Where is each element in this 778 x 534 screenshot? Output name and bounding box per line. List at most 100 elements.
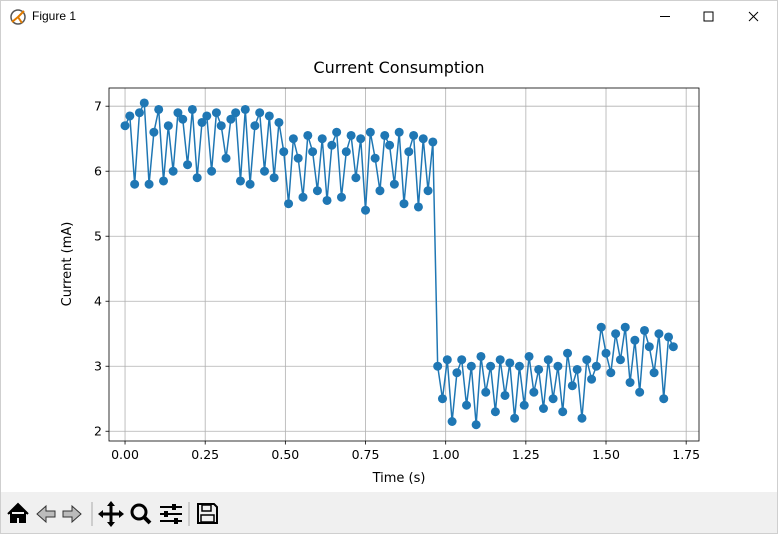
data-point xyxy=(649,368,659,378)
save-button[interactable] xyxy=(194,500,220,526)
home-button[interactable] xyxy=(5,500,31,526)
minimize-button[interactable] xyxy=(643,1,685,32)
data-point xyxy=(211,108,221,118)
data-point xyxy=(284,199,294,209)
data-point xyxy=(192,173,202,183)
data-point xyxy=(524,351,534,361)
toolbar-icons xyxy=(5,500,220,527)
data-point xyxy=(183,160,193,170)
data-point xyxy=(202,111,212,121)
data-point xyxy=(433,361,443,371)
chart: Current Consumption Time (s) Current (mA… xyxy=(60,58,700,486)
data-point xyxy=(231,108,241,118)
data-point xyxy=(668,342,678,352)
data-point xyxy=(207,166,217,176)
data-point xyxy=(553,361,563,371)
chart-title: Current Consumption xyxy=(313,58,484,77)
data-point xyxy=(639,325,649,335)
data-point xyxy=(235,176,245,186)
data-point xyxy=(375,186,385,196)
data-point xyxy=(264,111,274,121)
data-point xyxy=(582,355,592,365)
data-point xyxy=(466,361,476,371)
data-point xyxy=(563,348,573,358)
data-point xyxy=(163,121,173,131)
x-tick-label: 1.00 xyxy=(432,447,460,462)
data-point xyxy=(476,351,486,361)
data-point xyxy=(370,153,380,163)
window-title: Figure 1 xyxy=(32,9,77,23)
data-point xyxy=(351,173,361,183)
data-point xyxy=(596,322,606,332)
data-point xyxy=(625,377,635,387)
forward-button[interactable] xyxy=(59,500,85,526)
data-point xyxy=(173,108,183,118)
data-point xyxy=(154,104,164,114)
data-point xyxy=(587,374,597,384)
x-tick-label: 0.75 xyxy=(352,447,380,462)
data-point xyxy=(197,117,207,127)
y-tick-label: 2 xyxy=(94,424,102,439)
data-point xyxy=(260,166,270,176)
y-tick-label: 6 xyxy=(94,164,102,179)
close-button[interactable] xyxy=(731,1,777,32)
y-tick-label: 7 xyxy=(94,99,102,114)
data-point xyxy=(240,104,250,114)
data-point xyxy=(250,121,260,131)
data-point xyxy=(529,387,539,397)
data-point xyxy=(486,361,496,371)
app-icon xyxy=(10,9,26,25)
data-point xyxy=(308,147,318,157)
x-tick-label: 1.25 xyxy=(512,447,540,462)
data-point xyxy=(216,121,226,131)
data-point xyxy=(558,407,568,417)
data-point xyxy=(288,134,298,144)
data-point xyxy=(159,176,169,186)
plot-frame xyxy=(108,87,700,442)
y-tick-label: 4 xyxy=(94,294,102,309)
maximize-button[interactable] xyxy=(687,1,729,32)
data-point xyxy=(510,413,520,423)
data-point xyxy=(500,390,510,400)
data-point xyxy=(615,355,625,365)
data-point xyxy=(187,104,197,114)
data-point xyxy=(428,137,438,147)
data-point xyxy=(327,140,337,150)
data-point xyxy=(389,179,399,189)
data-point xyxy=(418,134,428,144)
configure-button[interactable] xyxy=(157,500,183,526)
x-tick-label: 1.50 xyxy=(592,447,620,462)
data-point xyxy=(577,413,587,423)
data-point xyxy=(312,186,322,196)
y-tick-label: 5 xyxy=(94,229,102,244)
data-point xyxy=(611,329,621,339)
data-point xyxy=(457,355,467,365)
data-point xyxy=(452,368,462,378)
data-point xyxy=(221,153,231,163)
data-point xyxy=(394,127,404,137)
data-point xyxy=(178,114,188,124)
data-point xyxy=(635,387,645,397)
data-point xyxy=(293,153,303,163)
data-point xyxy=(601,348,611,358)
x-axis-label: Time (s) xyxy=(372,471,426,486)
data-point xyxy=(274,117,284,127)
data-point xyxy=(279,147,289,157)
back-button[interactable] xyxy=(33,500,59,526)
data-point xyxy=(548,394,558,404)
data-point xyxy=(495,355,505,365)
data-point xyxy=(134,108,144,118)
zoom-button[interactable] xyxy=(127,500,153,526)
data-point xyxy=(514,361,524,371)
data-point xyxy=(644,342,654,352)
data-point xyxy=(269,173,279,183)
data-point xyxy=(409,130,419,140)
data-point xyxy=(447,416,457,426)
data-point xyxy=(490,407,500,417)
data-point xyxy=(365,127,375,137)
data-point xyxy=(423,186,433,196)
data-point xyxy=(620,322,630,332)
pan-button[interactable] xyxy=(97,500,124,527)
data-point xyxy=(226,114,236,124)
